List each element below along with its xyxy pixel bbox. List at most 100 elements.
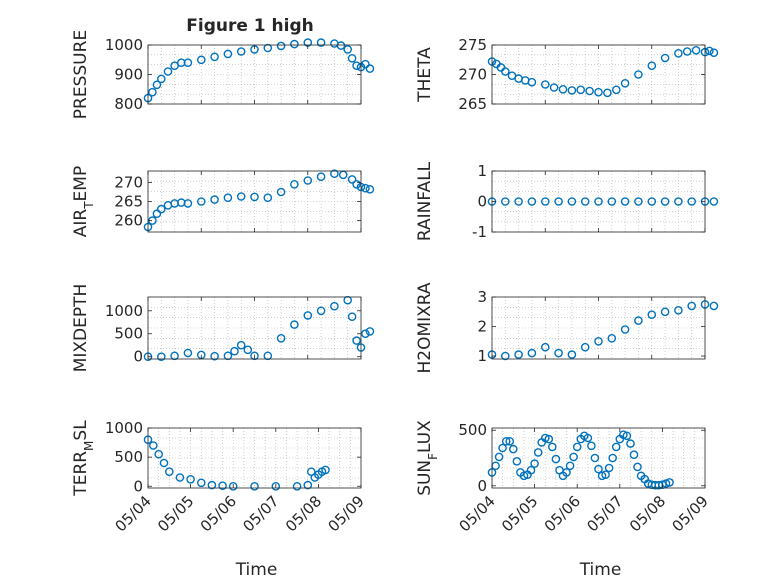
y-tick-label: 2 [477, 318, 487, 336]
data-point [276, 41, 286, 51]
data-point [156, 74, 166, 84]
data-point [590, 453, 600, 463]
y-axis-label: RAINFALL [415, 161, 435, 241]
data-point [500, 67, 510, 76]
data-point [629, 450, 639, 460]
data-point [163, 67, 173, 76]
data-point [580, 342, 590, 352]
data-point [352, 336, 361, 345]
data-point [674, 305, 683, 315]
data-point [230, 346, 239, 356]
data-point [501, 436, 511, 446]
subplot-pressure: 800 900 1000 PRESSURE [71, 30, 375, 119]
data-point [330, 301, 339, 311]
data-point [207, 480, 217, 490]
data-point [548, 442, 557, 452]
data-point [597, 471, 607, 481]
data-point [514, 350, 523, 359]
data-point [580, 197, 590, 206]
data-point [321, 465, 330, 475]
data-point [607, 197, 617, 206]
data-point [633, 462, 642, 472]
data-point [604, 463, 614, 473]
data-point [554, 197, 563, 206]
data-point [156, 352, 166, 362]
data-point [228, 481, 238, 491]
data-point [660, 307, 670, 317]
data-point [544, 434, 554, 444]
data-point [526, 465, 536, 475]
plot-area [148, 45, 361, 104]
data-point [634, 197, 643, 206]
y-tick-label: 500 [114, 325, 143, 343]
data-point [148, 87, 157, 97]
data-point [587, 441, 596, 451]
data-point [705, 46, 714, 56]
data-point [271, 481, 281, 491]
data-point [263, 43, 273, 53]
data-point [583, 433, 593, 443]
data-point [303, 480, 313, 490]
data-point [365, 64, 375, 73]
data-point [183, 348, 193, 358]
data-point [263, 193, 273, 202]
data-point [316, 306, 326, 316]
data-point [594, 464, 603, 474]
axes-frame [491, 427, 706, 489]
data-point [626, 439, 635, 448]
data-point [236, 192, 246, 201]
y-tick-label: -1 [472, 223, 487, 241]
axes-frame [147, 427, 362, 489]
data-point [223, 193, 233, 202]
subplot-rainfall: -1 0 1 RAINFALL [415, 161, 719, 241]
data-point [276, 333, 286, 343]
data-point [365, 327, 375, 336]
data-point [347, 54, 357, 63]
data-point [500, 351, 510, 361]
data-point [243, 345, 253, 355]
data-point [612, 85, 621, 95]
y-tick-label: 1000 [105, 302, 143, 320]
data-point [709, 301, 719, 311]
y-tick-label: 265 [114, 193, 143, 211]
data-point [170, 61, 179, 70]
data-point [250, 481, 259, 491]
data-point [565, 461, 575, 471]
data-point [611, 442, 621, 452]
data-point [527, 77, 537, 87]
data-point [572, 442, 582, 452]
data-point [709, 48, 719, 58]
data-point [682, 47, 692, 56]
y-tick-label: 3 [477, 288, 487, 306]
y-tick-label: 270 [114, 173, 143, 191]
figure-title: Figure 1 high [186, 16, 314, 36]
series-markers [143, 38, 375, 103]
data-point [316, 38, 326, 47]
y-tick-label: 800 [114, 95, 143, 113]
y-tick-label: 0 [133, 348, 143, 366]
data-point [290, 39, 299, 49]
data-point [303, 176, 313, 185]
subplot-mixdepth: 0 500 1000 MIXDEPTH [71, 284, 375, 372]
data-point [551, 454, 561, 464]
data-point [533, 448, 543, 457]
y-axis-label: TERRMSL [71, 420, 96, 497]
y-tick-label: 265 [458, 95, 487, 113]
data-point [498, 443, 507, 453]
grid [147, 427, 362, 489]
data-point [519, 471, 529, 481]
data-point [183, 199, 193, 208]
data-point [347, 312, 357, 322]
data-point [236, 340, 246, 350]
data-point [567, 86, 577, 95]
y-tick-label: 0 [133, 477, 143, 495]
y-tick-label: 1000 [105, 419, 143, 437]
data-point [500, 197, 510, 206]
data-point [343, 45, 353, 54]
data-point [541, 433, 550, 443]
data-point [601, 470, 610, 480]
y-axis-label: AIRTEMP [71, 166, 96, 237]
x-axis-label: Time [579, 560, 622, 580]
